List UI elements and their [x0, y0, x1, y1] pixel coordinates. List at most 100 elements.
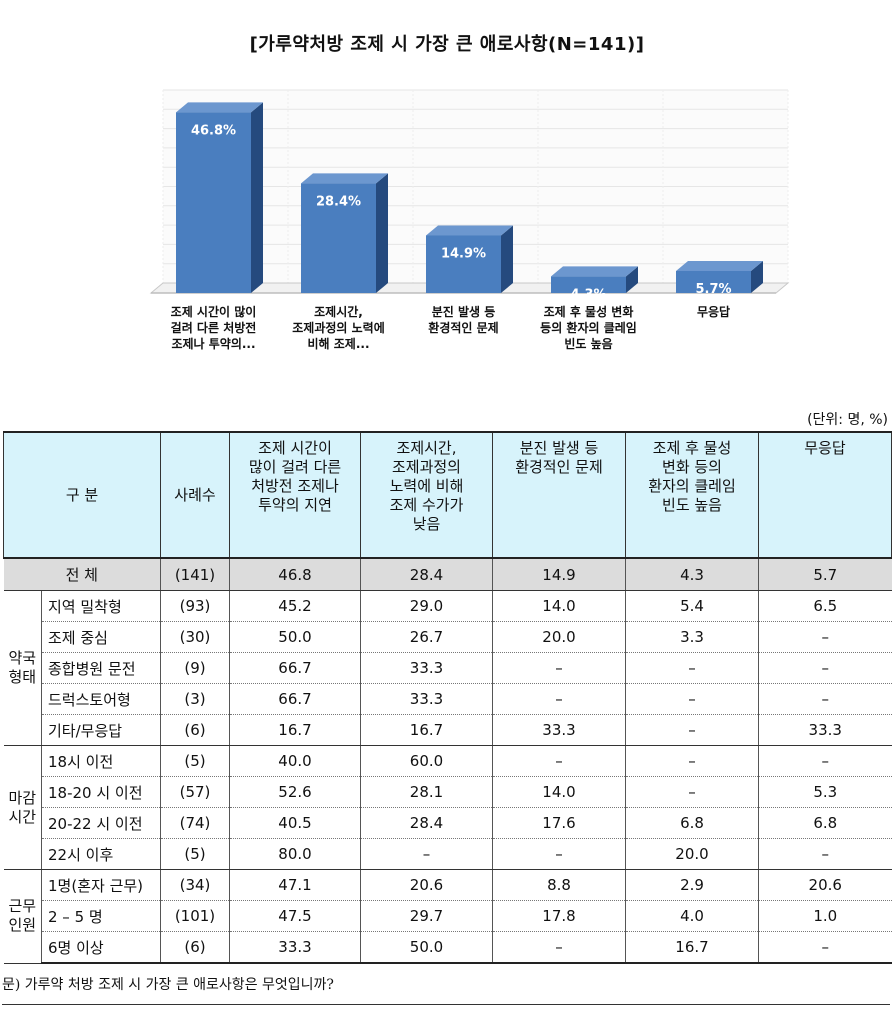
table-cell: –: [758, 745, 892, 777]
header-col-line: 환자의 클레임: [648, 477, 736, 495]
table-cell: –: [492, 745, 626, 777]
header-category: 구 분: [3, 431, 161, 559]
table-cell: 5.3: [758, 776, 892, 808]
table-cell: –: [492, 652, 626, 684]
bar: [551, 276, 626, 293]
header-col-line: 조제 시간이: [258, 439, 332, 457]
table-row: 약국 형태 지역 밀착형 (93) 45.2 29.0 14.0 5.4 6.5: [3, 590, 892, 746]
header-col-line: 많이 걸려 다른: [248, 458, 342, 476]
table-row: 기타/무응답 (6) 16.7 16.7 33.3–33.3: [4, 714, 892, 746]
header-col-line: 빈도 높음: [662, 496, 722, 514]
table-cell: 26.7: [360, 621, 493, 653]
row-label: 18-20 시 이전: [41, 776, 161, 808]
header-col-line: 조제과정의: [391, 458, 461, 476]
row-count: (3): [160, 683, 230, 715]
header-col-line: 낮음: [412, 515, 441, 533]
table-cell: 2.9: [625, 869, 759, 901]
group-label: 마감 시간: [3, 745, 42, 870]
row-count: (74): [160, 807, 230, 839]
table-cell: 80.0: [229, 838, 361, 870]
table-cell: 29.0: [360, 590, 493, 622]
row-label: 지역 밀착형: [41, 590, 161, 622]
bar-value-label: 46.8%: [191, 123, 236, 138]
table-cell: 14.0: [492, 776, 626, 808]
table-cell: 20.0: [625, 838, 759, 870]
table-cell: 4.0: [625, 900, 759, 932]
bar-value-label: 4.3%: [570, 287, 606, 302]
bar-side: [251, 102, 263, 294]
data-table: 구 분 사례수 조제 시간이 많이 걸려 다른 처방전 조제나 투약의 지연 조제시간…: [3, 431, 892, 964]
bar: [301, 183, 376, 293]
row-label: 1명(혼자 근무): [41, 869, 161, 901]
row-label: 전 체: [3, 558, 161, 591]
row-count: (9): [160, 652, 230, 684]
row-count: (5): [160, 745, 230, 777]
table-row: 근무 인원 1명(혼자 근무) (34) 47.1 20.6 8.8 2.9 20.6: [3, 869, 892, 964]
table-row: 종합병원 문전 (9) 66.7 33.3– – –: [4, 652, 892, 684]
category-label: 걸려 다른 처방전: [171, 320, 257, 335]
table-cell: 52.6: [229, 776, 361, 808]
table-cell: 50.0: [229, 621, 361, 653]
bar-top: [176, 102, 263, 113]
table-cell: 47.1: [229, 869, 361, 901]
table-cell: –: [758, 683, 892, 715]
table-cell: 16.7: [229, 714, 361, 746]
table-row: 18-20 시 이전 (57) 52.6 28.1 14.0–5.3: [4, 776, 892, 808]
table-cell: –: [625, 745, 759, 777]
row-label: 6명 이상: [41, 931, 161, 964]
table-cell: –: [758, 838, 892, 870]
bar-side: [376, 173, 388, 293]
table-row: 조제 중심 (30) 50.0 26.7 20.0 3.3–: [4, 621, 892, 653]
table-cell: 1.0: [758, 900, 892, 932]
table-cell: 40.0: [229, 745, 361, 777]
row-label: 18시 이전: [41, 745, 161, 777]
header-col-2: 조제시간, 조제과정의 노력에 비해 조제 수가가 낮음: [360, 431, 493, 559]
bar-value-label: 28.4%: [316, 194, 361, 209]
unit-note: (단위: 명, %): [807, 412, 888, 428]
row-count: (5): [160, 838, 230, 870]
header-col-line: 조제 후 물성: [652, 439, 732, 457]
table-cell: –: [625, 652, 759, 684]
table-cell: –: [758, 931, 892, 964]
table-cell: –: [758, 621, 892, 653]
table-cell: 33.3: [492, 714, 626, 746]
row-label: 2 – 5 명: [41, 900, 161, 932]
table-cell: 14.9: [492, 558, 626, 591]
header-col-1: 조제 시간이 많이 걸려 다른 처방전 조제나 투약의 지연: [229, 431, 361, 559]
table-cell: 33.3: [360, 652, 493, 684]
header-col-5: 무응답: [758, 431, 892, 559]
bottom-rule: [2, 1004, 890, 1005]
header-col-line: 투약의 지연: [258, 496, 332, 514]
category-label: 조제 후 물성 변화: [544, 304, 634, 319]
table-cell: 33.3: [229, 931, 361, 964]
table-cell: 6.8: [625, 807, 759, 839]
row-count: (30): [160, 621, 230, 653]
header-col-line: 조제시간,: [396, 439, 457, 457]
header-col-4: 조제 후 물성 변화 등의 환자의 클레임 빈도 높음: [625, 431, 759, 559]
row-label: 22시 이후: [41, 838, 161, 870]
row-count: (141): [160, 558, 230, 591]
bar-top: [426, 225, 513, 236]
row-count: (6): [160, 931, 230, 964]
category-label: 무응답: [697, 304, 730, 319]
table-cell: 6.8: [758, 807, 892, 839]
table-cell: –: [625, 683, 759, 715]
table-cell: –: [625, 776, 759, 808]
table-cell: 46.8: [229, 558, 361, 591]
bar-top: [551, 266, 638, 277]
table-cell: 3.3: [625, 621, 759, 653]
table-cell: 20.6: [758, 869, 892, 901]
header-col-line: 노력에 비해: [389, 477, 464, 495]
table-cell: 17.8: [492, 900, 626, 932]
group-label: 근무 인원: [3, 869, 42, 964]
table-row: 마감 시간 18시 이전 (5) 40.0 60.0– – –: [3, 745, 892, 870]
row-count: (57): [160, 776, 230, 808]
header-col-3: 분진 발생 등 환경적인 문제: [492, 431, 626, 559]
category-label: 조제시간,: [314, 304, 363, 319]
table-cell: –: [492, 931, 626, 964]
row-label: 드럭스토어형: [41, 683, 161, 715]
table-cell: –: [492, 683, 626, 715]
category-label: 분진 발생 등: [432, 304, 496, 319]
table-cell: 20.0: [492, 621, 626, 653]
table-cell: 33.3: [758, 714, 892, 746]
